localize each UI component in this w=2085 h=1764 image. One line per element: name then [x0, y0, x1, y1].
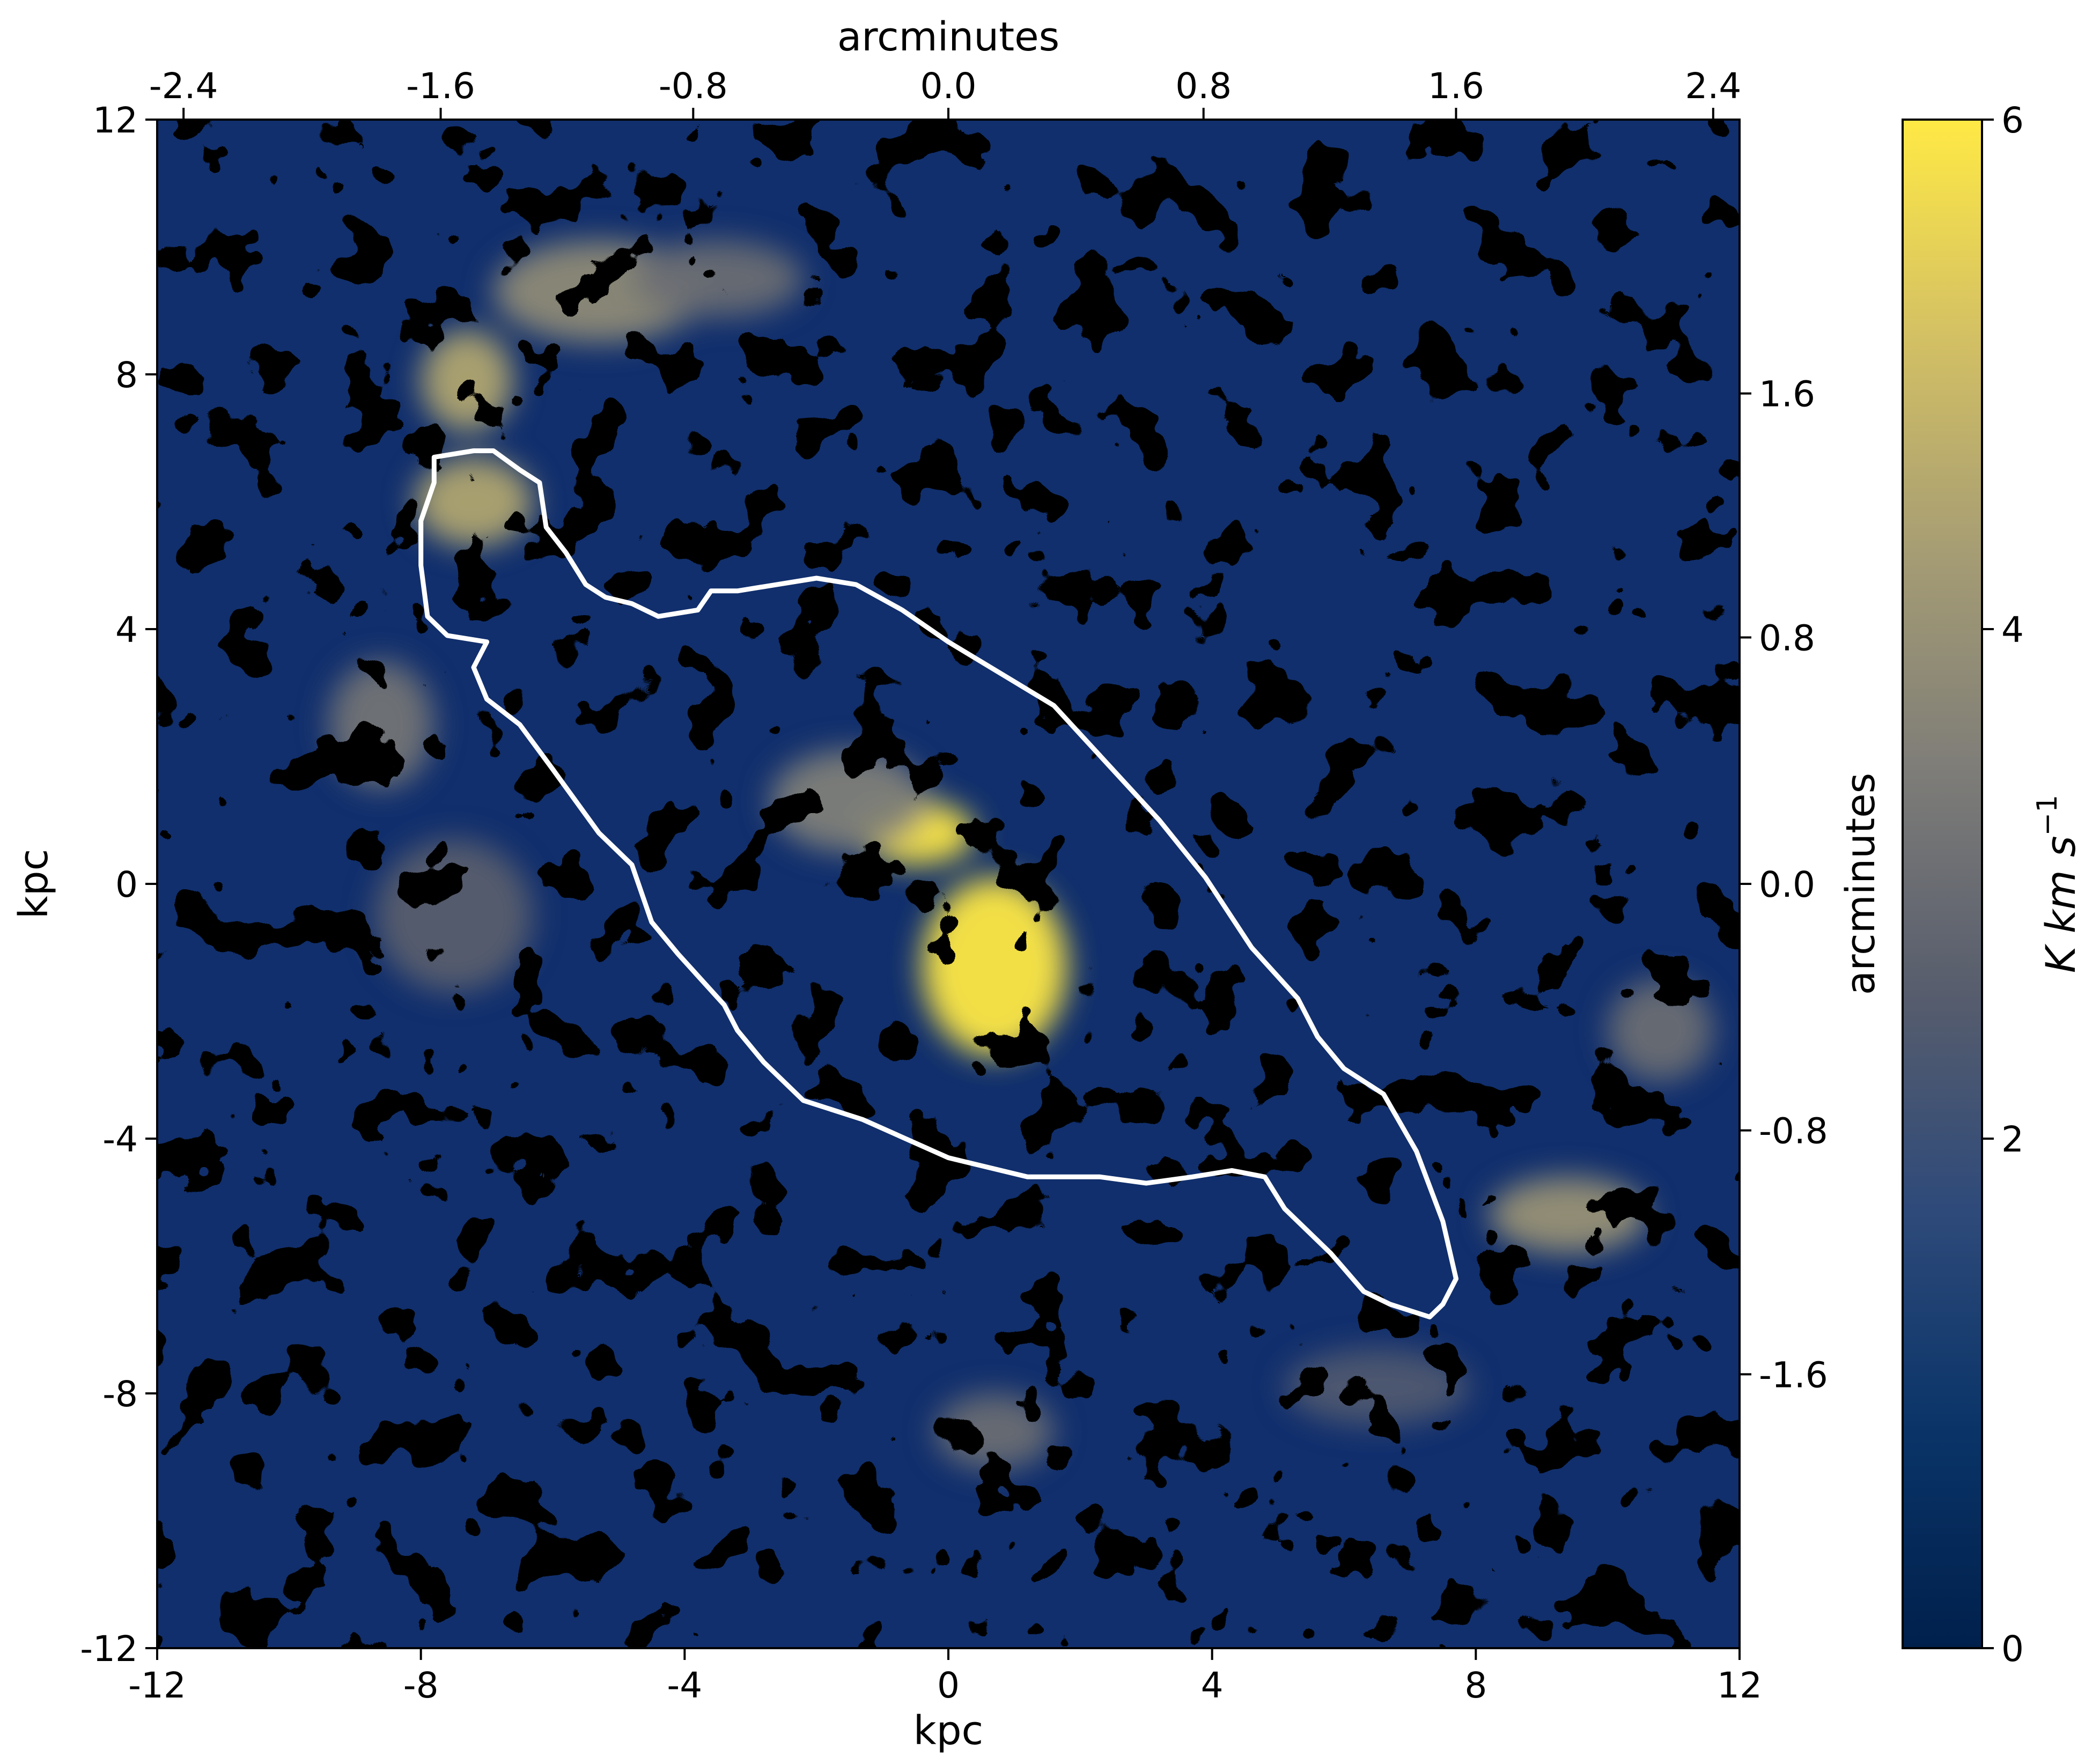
x-tick-label: 4	[1201, 1665, 1224, 1706]
y-tick-label: 0	[115, 864, 138, 905]
zero-emission-regions	[157, 120, 1740, 1648]
y-tick-label: -12	[80, 1628, 138, 1670]
x-tick-label: 12	[1717, 1665, 1762, 1706]
white-contour	[418, 448, 1458, 1319]
colorbar: 0 2 4 6 K km s−1	[1902, 100, 2084, 1670]
y-tick-label: -8	[102, 1374, 138, 1415]
x-axis-label: kpc	[913, 1708, 984, 1754]
top-axis-label: arcminutes	[837, 14, 1059, 60]
x-tick-label: 0	[937, 1665, 960, 1706]
colorbar-bar	[1902, 119, 1983, 1649]
y-tick-label: 12	[93, 100, 138, 141]
colorbar-tick-label: 4	[2001, 609, 2024, 651]
x-tick-label: 8	[1464, 1665, 1487, 1706]
colorbar-label-main: K km s	[2037, 836, 2084, 973]
right-axis-label: arcminutes	[1838, 773, 1884, 995]
x-tick-label: -12	[128, 1665, 186, 1706]
right-axis: 1.6 0.8 0.0 -0.8 -1.6	[1740, 374, 1828, 1396]
bottom-axis: -12 -8 -4 0 4 8 12	[128, 1648, 1762, 1706]
top-tick-label: 0.8	[1175, 65, 1232, 107]
top-tick-label: -2.4	[149, 65, 218, 107]
x-tick-label: -8	[403, 1665, 439, 1706]
colorbar-tick-label: 0	[2001, 1628, 2024, 1670]
y-tick-label: 8	[115, 355, 138, 396]
top-axis: -2.4 -1.6 -0.8 0.0 0.8 1.6 2.4	[149, 65, 1741, 120]
right-tick-label: -1.6	[1759, 1354, 1828, 1396]
top-tick-label: -0.8	[659, 65, 728, 107]
y-axis-label: kpc	[11, 849, 57, 919]
top-tick-label: 2.4	[1685, 65, 1741, 107]
heatmap-plot-area	[157, 120, 1740, 1648]
top-tick-label: 1.6	[1428, 65, 1484, 107]
top-tick-label: -1.6	[406, 65, 475, 107]
right-tick-label: 0.0	[1759, 864, 1815, 905]
colorbar-label-exponent: −1	[2031, 795, 2064, 836]
x-tick-label: -4	[667, 1665, 702, 1706]
right-tick-label: 1.6	[1759, 374, 1815, 415]
y-tick-label: 4	[115, 609, 138, 651]
colorbar-label: K km s−1	[2031, 795, 2084, 973]
right-tick-label: -0.8	[1759, 1111, 1828, 1152]
colorbar-ticks: 0 2 4 6	[1982, 100, 2024, 1670]
colorbar-tick-label: 2	[2001, 1119, 2024, 1160]
colorbar-tick-label: 6	[2001, 100, 2024, 141]
left-axis: -12 -8 -4 0 4 8 12	[80, 100, 157, 1670]
right-tick-label: 0.8	[1759, 617, 1815, 659]
top-tick-label: 0.0	[920, 65, 977, 107]
y-tick-label: -4	[102, 1119, 138, 1160]
